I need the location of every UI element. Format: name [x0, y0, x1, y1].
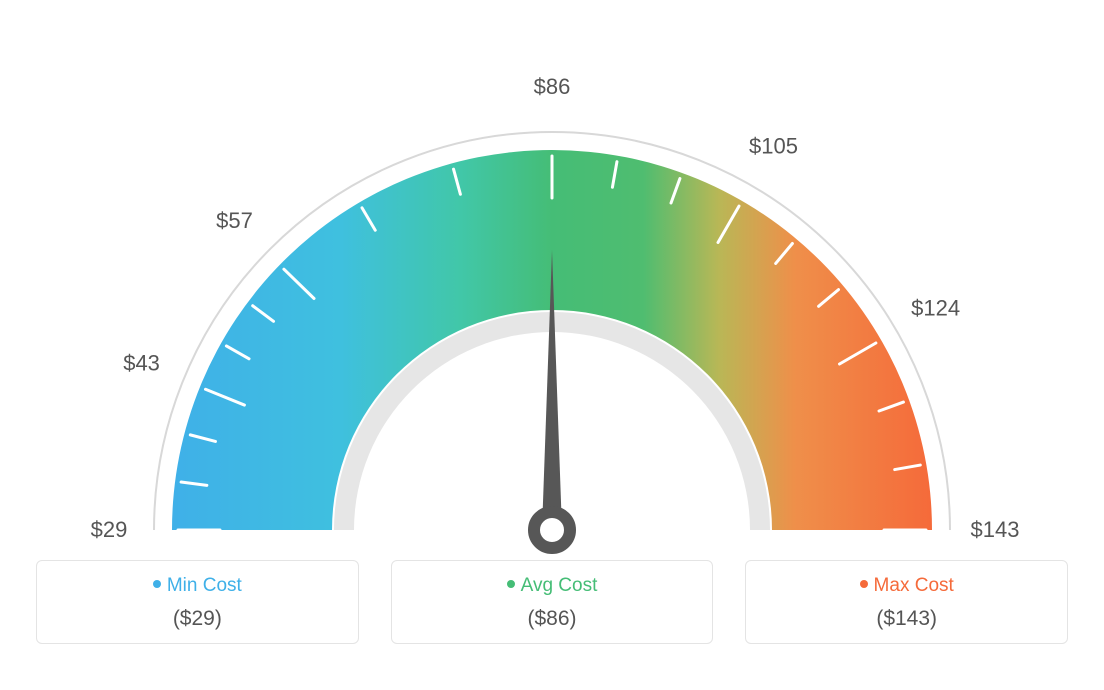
- legend-title-avg: Avg Cost: [392, 575, 713, 597]
- legend-value-avg: ($86): [392, 607, 713, 631]
- svg-text:$57: $57: [216, 208, 253, 233]
- svg-text:$43: $43: [123, 350, 160, 375]
- legend-card-min: Min Cost ($29): [36, 560, 359, 644]
- legend-label-avg: Avg Cost: [521, 575, 598, 596]
- legend-label-max: Max Cost: [874, 575, 954, 596]
- legend-dot-max: [860, 580, 868, 588]
- legend-label-min: Min Cost: [167, 575, 242, 596]
- gauge-svg: $29 $43 $57 $86 $105 $124 $143: [0, 0, 1104, 560]
- cost-gauge: $29 $43 $57 $86 $105 $124 $143: [0, 0, 1104, 560]
- legend-title-min: Min Cost: [37, 575, 358, 597]
- svg-text:$143: $143: [971, 517, 1020, 542]
- legend-card-avg: Avg Cost ($86): [391, 560, 714, 644]
- svg-text:$86: $86: [534, 74, 571, 99]
- legend-dot-min: [153, 580, 161, 588]
- legend-card-max: Max Cost ($143): [745, 560, 1068, 644]
- legend-row: Min Cost ($29) Avg Cost ($86) Max Cost (…: [0, 560, 1104, 668]
- legend-title-max: Max Cost: [746, 575, 1067, 597]
- svg-text:$29: $29: [91, 517, 128, 542]
- legend-value-max: ($143): [746, 607, 1067, 631]
- legend-dot-avg: [507, 580, 515, 588]
- legend-value-min: ($29): [37, 607, 358, 631]
- svg-text:$124: $124: [911, 296, 960, 321]
- svg-text:$105: $105: [749, 133, 798, 158]
